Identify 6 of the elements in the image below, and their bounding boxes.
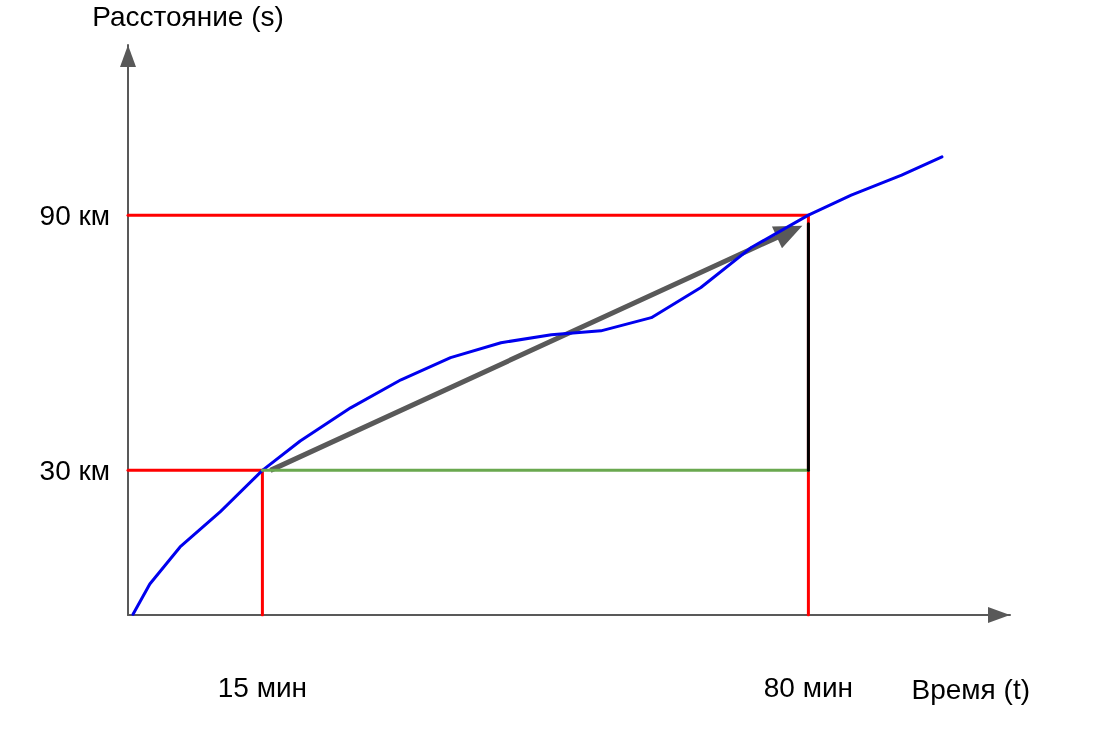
- y-tick-label: 90 км: [39, 199, 110, 231]
- x-tick-label: 15 мин: [217, 671, 308, 703]
- x-tick-label: 80 мин: [763, 671, 854, 703]
- x-axis-title: Время (t): [911, 673, 1030, 705]
- y-tick-label: 30 км: [39, 454, 110, 486]
- y-axis-title: Расстояние (s): [92, 0, 284, 32]
